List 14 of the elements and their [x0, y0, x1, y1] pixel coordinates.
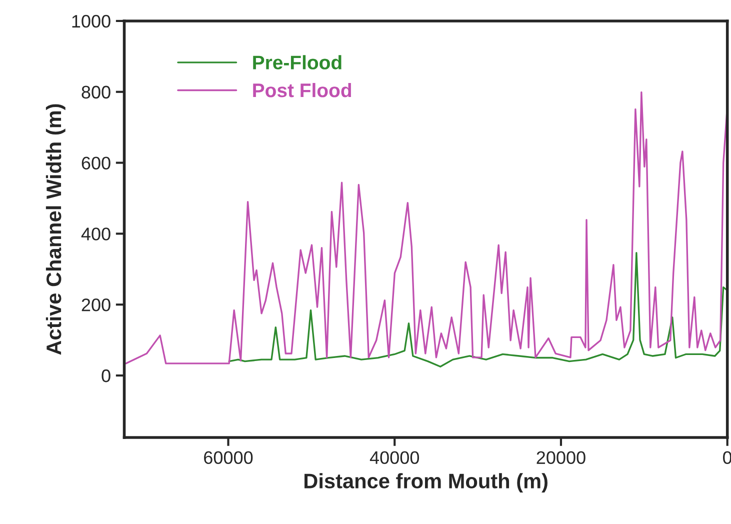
y-axis-title: Active Channel Width (m): [46, 104, 66, 355]
legend-label: Pre-Flood: [253, 55, 342, 70]
x-tick-label: 40000: [370, 451, 420, 464]
y-tick-label: 600: [82, 156, 110, 170]
y-tick-label: 200: [82, 298, 110, 312]
y-tick-label: 0: [102, 369, 110, 382]
y-tick-label: 800: [82, 86, 110, 99]
x-axis-title: Distance from Mouth (m): [304, 473, 548, 493]
x-tick-label: 20000: [536, 451, 586, 464]
x-tick-label: 60000: [204, 451, 253, 464]
y-tick-label: 1000: [72, 14, 110, 28]
line-series: [228, 252, 728, 368]
legend-label: Post Flood: [253, 82, 352, 98]
y-tick-label: 400: [81, 228, 110, 240]
